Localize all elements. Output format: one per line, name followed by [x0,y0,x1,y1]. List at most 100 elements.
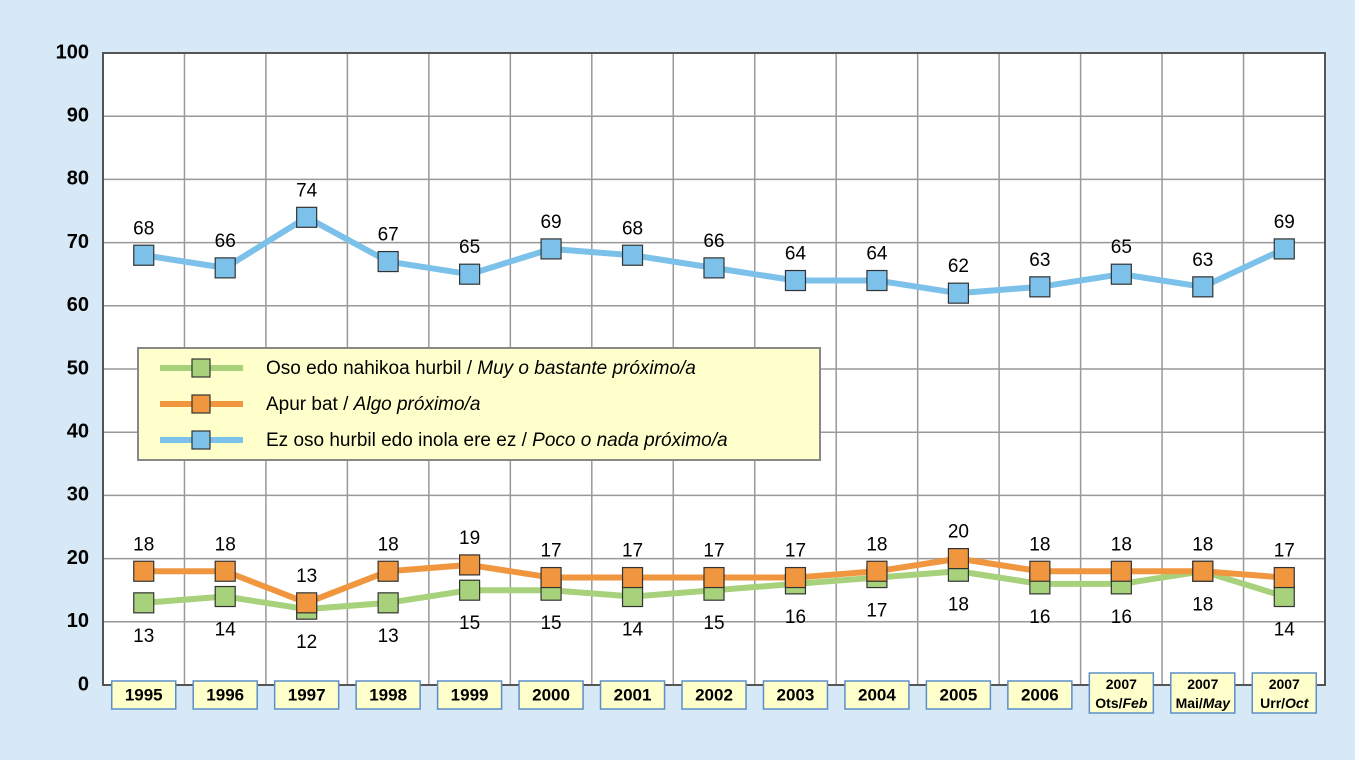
marker [1192,276,1214,298]
data-label: 18 [133,534,154,555]
data-label: 16 [1111,607,1132,628]
data-label: 66 [215,231,236,252]
marker [866,269,888,292]
x-tick-label: 2004 [858,685,896,704]
data-label: 17 [622,541,643,562]
data-label: 13 [133,626,154,647]
data-label: 17 [703,541,724,562]
marker [540,238,562,260]
marker [784,566,807,589]
marker [1273,238,1295,260]
x-tick-label: 2001 [614,685,652,704]
data-label: 18 [866,534,887,555]
marker [1273,585,1295,608]
y-tick-label: 20 [67,547,89,569]
data-label: 18 [1192,594,1213,615]
data-label: 69 [1274,212,1295,233]
marker [459,263,481,285]
marker [621,566,644,589]
data-label: 16 [1029,607,1050,628]
y-tick-label: 80 [67,168,89,190]
data-label: 18 [1192,534,1213,555]
data-label: 66 [703,231,724,252]
data-label: 64 [785,244,807,265]
marker [1029,560,1051,582]
data-label: 18 [1029,534,1050,555]
x-tick-label: 2007 Mai/May [1176,676,1232,711]
data-label: 18 [215,534,236,555]
data-label: 14 [1274,620,1296,641]
x-tick-label: 2002 [695,685,733,704]
marker [703,257,725,279]
x-tick-label: 1996 [206,685,244,704]
data-label: 74 [296,180,318,201]
x-tick-box [1170,672,1236,714]
marker [377,250,399,273]
marker [784,269,807,292]
data-label: 15 [703,613,724,634]
x-tick-box [273,680,340,710]
marker [296,592,318,614]
legend-marker [191,394,211,414]
data-label: 62 [948,256,969,277]
x-tick-label: 1999 [451,685,489,704]
data-label: 17 [540,541,561,562]
data-label: 15 [459,613,480,634]
legend-box [137,347,821,461]
x-tick-label: 2000 [532,685,570,704]
marker [866,560,888,582]
marker [133,592,155,614]
data-label: 68 [133,218,154,239]
x-tick-box [844,680,910,710]
x-tick-box [110,680,177,710]
x-tick-box [681,680,747,710]
y-tick-label: 40 [67,420,89,442]
x-tick-label: 2007 Ots/Feb [1095,676,1148,711]
legend-marker [191,430,211,450]
data-label: 16 [785,607,806,628]
x-tick-box [1088,672,1155,714]
y-tick-label: 100 [56,41,89,63]
data-label: 18 [378,534,399,555]
x-tick-box [925,680,992,710]
data-label: 17 [785,541,806,562]
data-label: 20 [948,522,969,543]
y-tick-label: 60 [67,294,89,316]
marker [621,244,644,266]
data-label: 69 [540,212,561,233]
data-label: 67 [378,225,399,246]
y-tick-label: 30 [67,484,89,506]
data-label: 13 [296,566,317,587]
marker [214,257,236,279]
data-label: 65 [459,237,480,258]
x-tick-label: 2007 Urr/Oct [1260,676,1310,711]
marker [133,244,155,266]
marker [947,282,970,304]
y-tick-label: 70 [67,231,89,253]
legend-marker [191,358,211,378]
marker [133,560,155,582]
data-label: 64 [866,244,888,265]
marker [296,206,318,228]
x-tick-label: 2005 [939,685,977,704]
marker [947,547,970,570]
marker [540,566,562,589]
marker [1029,276,1051,298]
data-label: 12 [296,632,317,653]
marker [703,566,725,589]
data-label: 18 [1111,534,1132,555]
x-tick-box [518,680,584,710]
x-tick-box [1007,680,1073,710]
y-tick-label: 0 [78,673,89,695]
legend-label: Ez oso hurbil edo inola ere ez / Poco o … [266,430,728,451]
data-label: 17 [866,601,887,622]
data-label: 65 [1111,237,1132,258]
data-label: 18 [948,594,969,615]
x-tick-box [355,680,421,710]
marker [459,579,481,601]
marker [1273,566,1295,589]
marker [621,585,644,608]
x-tick-box [192,680,258,710]
data-label: 17 [1274,541,1295,562]
